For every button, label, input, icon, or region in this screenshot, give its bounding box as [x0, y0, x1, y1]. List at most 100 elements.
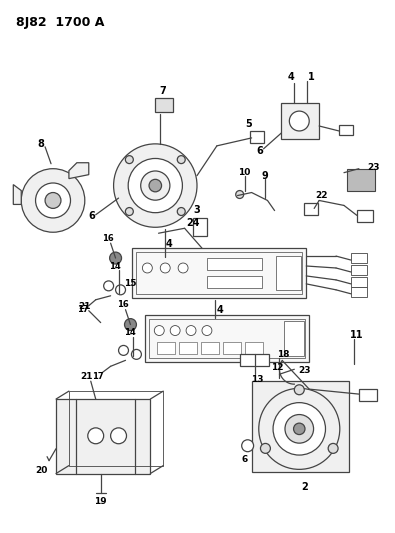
Bar [351, 253, 367, 263]
Circle shape [36, 183, 70, 218]
Text: 18: 18 [277, 350, 290, 359]
Bar [351, 277, 367, 287]
Bar [281, 103, 319, 139]
Circle shape [125, 156, 134, 164]
Text: 4: 4 [216, 305, 223, 314]
Bar [155, 98, 173, 112]
Text: 21: 21 [79, 302, 91, 311]
Circle shape [149, 179, 162, 192]
Circle shape [132, 350, 141, 359]
Bar [69, 391, 163, 466]
Bar [359, 389, 377, 401]
Circle shape [170, 326, 180, 335]
Circle shape [177, 156, 185, 164]
Circle shape [293, 423, 305, 434]
Text: 23: 23 [367, 163, 380, 172]
Text: 16: 16 [102, 233, 113, 243]
Text: 6: 6 [256, 146, 263, 156]
Circle shape [160, 263, 170, 273]
Text: 13: 13 [251, 375, 264, 384]
Bar [276, 256, 301, 290]
Text: 3: 3 [194, 205, 200, 215]
Bar [351, 265, 367, 275]
Circle shape [128, 158, 182, 213]
Bar [284, 321, 304, 357]
Bar [351, 287, 367, 297]
Text: 15: 15 [124, 279, 137, 288]
Text: 8: 8 [38, 139, 45, 149]
Text: 24: 24 [186, 219, 200, 228]
Text: 19: 19 [94, 497, 107, 506]
Circle shape [202, 326, 212, 335]
Bar [132, 248, 306, 298]
Text: 14: 14 [124, 328, 135, 337]
Text: 2: 2 [301, 482, 308, 492]
Bar [193, 219, 207, 236]
Text: 9: 9 [261, 171, 268, 181]
Text: 17: 17 [92, 372, 103, 381]
Text: 11: 11 [350, 329, 364, 340]
Bar [245, 343, 263, 354]
Text: 6: 6 [88, 211, 95, 221]
Text: 10: 10 [239, 168, 251, 177]
Bar [252, 381, 349, 472]
Text: 17: 17 [77, 305, 88, 314]
Circle shape [125, 207, 134, 215]
Circle shape [242, 440, 254, 451]
Text: 21: 21 [81, 372, 93, 381]
Circle shape [141, 171, 170, 200]
Circle shape [21, 168, 85, 232]
Text: 12: 12 [271, 363, 284, 372]
Circle shape [294, 385, 304, 395]
Circle shape [103, 281, 114, 291]
Polygon shape [69, 163, 89, 179]
Circle shape [110, 252, 122, 264]
Circle shape [186, 326, 196, 335]
Text: 7: 7 [159, 86, 166, 96]
Bar [179, 343, 197, 354]
Circle shape [154, 326, 164, 335]
Text: 14: 14 [109, 262, 120, 271]
Bar [207, 276, 261, 288]
Text: 8J82  1700 A: 8J82 1700 A [16, 16, 105, 29]
Text: 4: 4 [166, 239, 173, 249]
Text: 16: 16 [117, 300, 128, 309]
Circle shape [142, 263, 152, 273]
Circle shape [259, 389, 340, 470]
Bar [223, 343, 241, 354]
Bar [145, 314, 309, 362]
Circle shape [285, 415, 314, 443]
Circle shape [45, 192, 61, 208]
Circle shape [118, 345, 128, 356]
Text: 4: 4 [288, 72, 295, 82]
Text: 23: 23 [298, 366, 310, 375]
Bar [357, 211, 373, 222]
Text: 20: 20 [35, 466, 47, 475]
Bar [136, 252, 302, 294]
Circle shape [260, 443, 271, 454]
Bar [304, 204, 318, 215]
Bar [339, 125, 353, 135]
Circle shape [114, 144, 197, 227]
Circle shape [273, 402, 325, 455]
Circle shape [116, 285, 126, 295]
Bar [250, 131, 263, 143]
Bar [201, 343, 219, 354]
Circle shape [178, 263, 188, 273]
Circle shape [124, 319, 136, 330]
Circle shape [236, 190, 244, 198]
Text: 6: 6 [241, 455, 248, 464]
Text: 1: 1 [308, 72, 314, 82]
Bar [207, 258, 261, 270]
Bar [56, 399, 150, 473]
Bar [347, 168, 375, 190]
Bar [149, 319, 305, 358]
Text: 5: 5 [245, 119, 252, 129]
Circle shape [290, 111, 309, 131]
Circle shape [111, 428, 126, 444]
Bar [240, 354, 269, 366]
Text: 22: 22 [315, 191, 327, 200]
Circle shape [177, 207, 185, 215]
Circle shape [328, 443, 338, 454]
Circle shape [88, 428, 103, 444]
